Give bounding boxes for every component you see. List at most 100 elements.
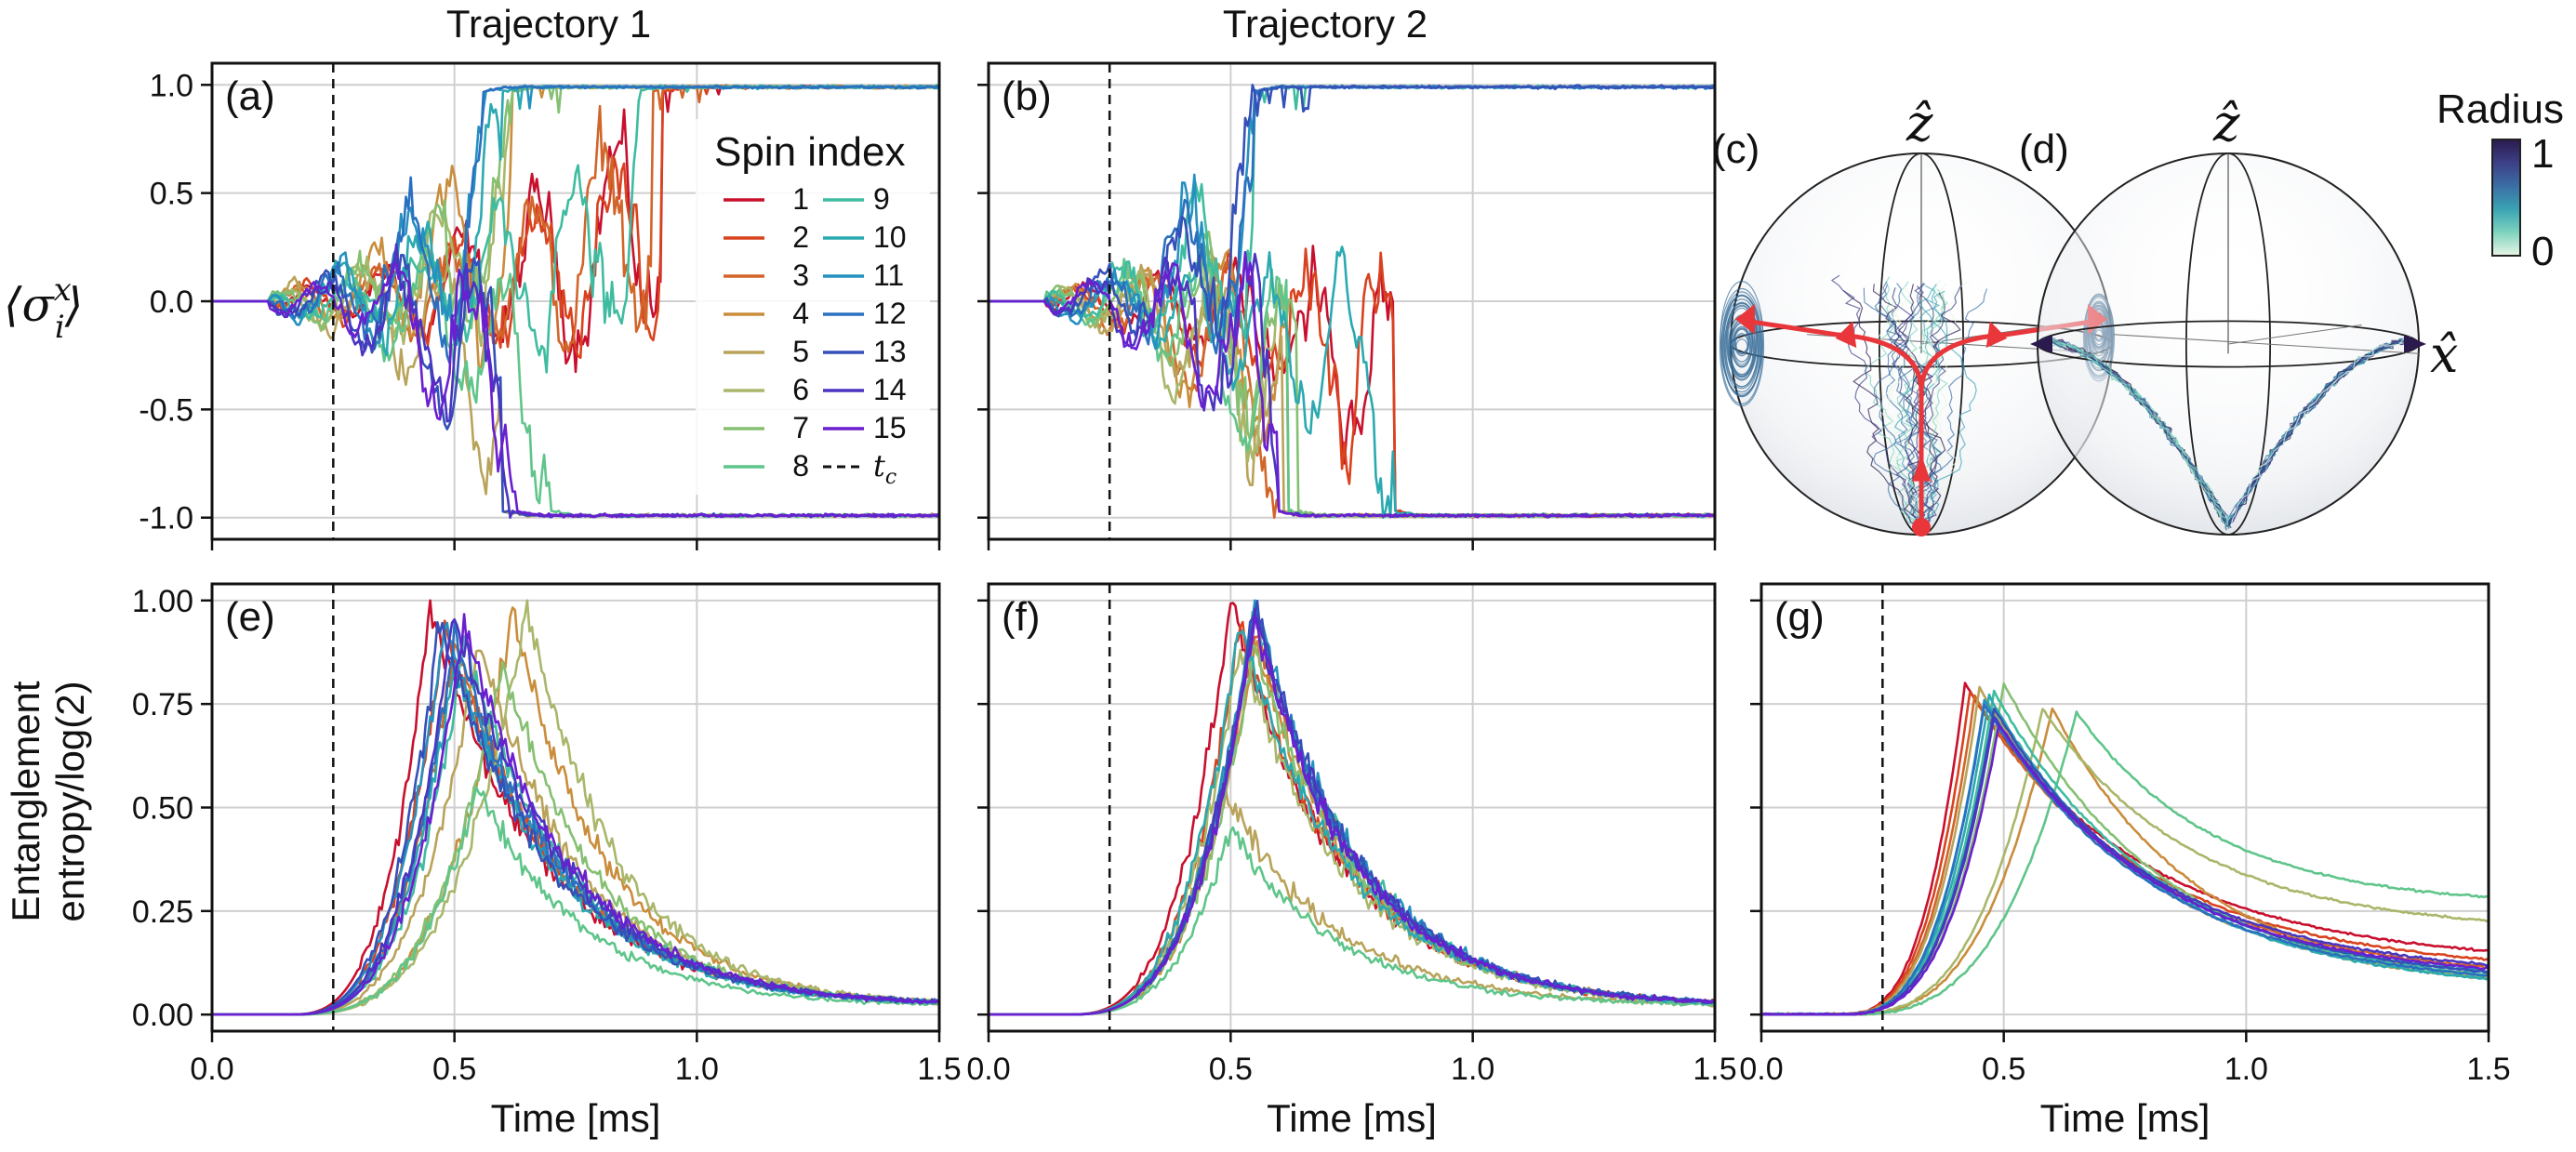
xtick-label: 0.5	[1982, 1052, 2025, 1087]
series-line-spin-2	[212, 619, 939, 1016]
axes-frame	[987, 61, 1717, 541]
trajectory-path	[1906, 283, 1946, 528]
series-group	[1761, 682, 2489, 1016]
series-line-spin-14	[989, 607, 1715, 1016]
panel-label: (g)	[1774, 594, 1825, 640]
panel-g: 0.0 0.5 1.0 1.5 (g) Time [ms]	[1739, 582, 2511, 1140]
svg-text:entropy/log(2): entropy/log(2)	[48, 681, 92, 921]
arrow-head-left	[1735, 303, 1755, 335]
bloch-sphere-d: (d) ẑ x̂	[2019, 94, 2458, 536]
xtick-label: 1.0	[675, 1052, 719, 1087]
arrow-head-mid-right	[1985, 321, 2008, 349]
trajectory-path	[1905, 292, 1961, 528]
x-axis	[2113, 334, 2420, 354]
xtick-label: 1.0	[2224, 1052, 2268, 1087]
axes-frame	[210, 61, 941, 541]
ylabel-entropy: Entanglement entropy/log(2)	[4, 681, 92, 922]
trajectory-path	[2046, 338, 2229, 529]
ytick-label: 0.0	[150, 285, 193, 320]
xtick-label: 1.5	[2466, 1052, 2510, 1087]
legend-label-2: 2	[792, 220, 809, 254]
trajectory-path	[1919, 284, 1977, 528]
trajectory-path	[1897, 282, 1943, 528]
trajectory-path	[1886, 283, 1923, 528]
ylabel-sigma: ⟨σx i⟩	[4, 271, 83, 346]
ytick-label: 1.00	[132, 584, 193, 619]
title-trajectory-1: Trajectory 1	[446, 2, 651, 46]
series-line-spin-11	[212, 621, 939, 1016]
legend-label-tc: tc	[873, 448, 896, 489]
ytick-label: 0.00	[132, 998, 193, 1033]
ytick-label: 0.25	[132, 894, 193, 930]
trajectory-path	[1873, 281, 1922, 528]
arrow-head-mid-left	[1835, 321, 1857, 349]
series-line-spin-3	[212, 642, 939, 1016]
series-line-spin-14	[989, 250, 1715, 519]
panel-f: 0.0 0.5 1.0 1.5 (f) Time [ms]	[966, 582, 1737, 1140]
panel-label: (d)	[2019, 126, 2069, 172]
z-hat-label: ẑ	[2212, 94, 2240, 152]
legend-label-1: 1	[792, 182, 809, 216]
colorbar-title: Radius	[2437, 86, 2564, 132]
series-line-spin-15	[212, 261, 939, 519]
series-line-spin-14	[212, 617, 939, 1016]
trajectory-path	[1896, 284, 1948, 528]
series-line-spin-13	[212, 621, 939, 1016]
trajectory-path	[2228, 340, 2411, 526]
ytick-label: 0.75	[132, 687, 193, 722]
series-line-spin-9	[989, 610, 1715, 1016]
legend-title: Spin index	[714, 129, 905, 175]
panel-label: (c)	[1712, 126, 1759, 172]
arrow-origin-dot	[1912, 518, 1931, 536]
xtick-label: 0.5	[432, 1052, 476, 1087]
trajectories	[2042, 336, 2414, 531]
xlabel: Time [ms]	[491, 1096, 661, 1140]
legend-label-15: 15	[873, 411, 907, 444]
series-line-spin-9	[212, 635, 939, 1016]
ytick-label: 0.5	[150, 177, 193, 212]
legend-label-12: 12	[873, 297, 907, 330]
ytick-label: -0.5	[139, 392, 193, 428]
legend-label-13: 13	[873, 335, 907, 368]
trajectory-path	[1876, 287, 1922, 528]
trajectory-path	[1917, 288, 1988, 528]
legend-label-14: 14	[873, 373, 907, 406]
trajectory-cluster-left	[1720, 291, 1762, 398]
series-line-spin-13	[989, 84, 1715, 343]
neg-x-arrow-head	[2030, 335, 2052, 353]
legend-label-6: 6	[792, 373, 809, 406]
xlabel: Time [ms]	[2040, 1096, 2211, 1140]
series-line-spin-8	[212, 786, 939, 1016]
series-line-spin-5	[212, 649, 939, 1016]
x-hat-label: x̂	[2430, 325, 2458, 384]
xtick-label: 1.5	[1693, 1052, 1736, 1087]
xtick-label: 1.0	[1451, 1052, 1494, 1087]
ytick-label: 1.0	[150, 68, 193, 103]
trajectory-path	[1876, 294, 1922, 528]
ytick-label: 0.50	[132, 791, 193, 827]
z-hat-label: ẑ	[1905, 94, 1933, 152]
legend-box	[696, 119, 930, 495]
xtick-label: 1.5	[917, 1052, 961, 1087]
series-line-spin-15	[1761, 723, 2489, 1016]
panel-label: (a)	[225, 73, 275, 119]
series-line-spin-15	[989, 252, 1715, 519]
panel-label: (b)	[1002, 73, 1052, 119]
legend-label-5: 5	[792, 335, 809, 368]
series-line-spin-10	[989, 629, 1715, 1016]
title-trajectory-2: Trajectory 2	[1223, 2, 1427, 46]
xlabel: Time [ms]	[1267, 1096, 1437, 1140]
series-line-spin-12	[989, 607, 1715, 1016]
legend-label-9: 9	[873, 182, 890, 216]
series-line-spin-5	[989, 782, 1715, 1016]
series-group	[212, 84, 939, 519]
xtick-label: 0.5	[1209, 1052, 1253, 1087]
legend-label-7: 7	[792, 411, 809, 444]
legend-label-3: 3	[792, 258, 809, 292]
y-axis	[2227, 324, 2362, 345]
series-line-spin-7	[989, 643, 1715, 1016]
series-line-spin-15	[212, 613, 939, 1016]
axes-frame	[987, 582, 1717, 1033]
colorbar	[2491, 139, 2521, 257]
